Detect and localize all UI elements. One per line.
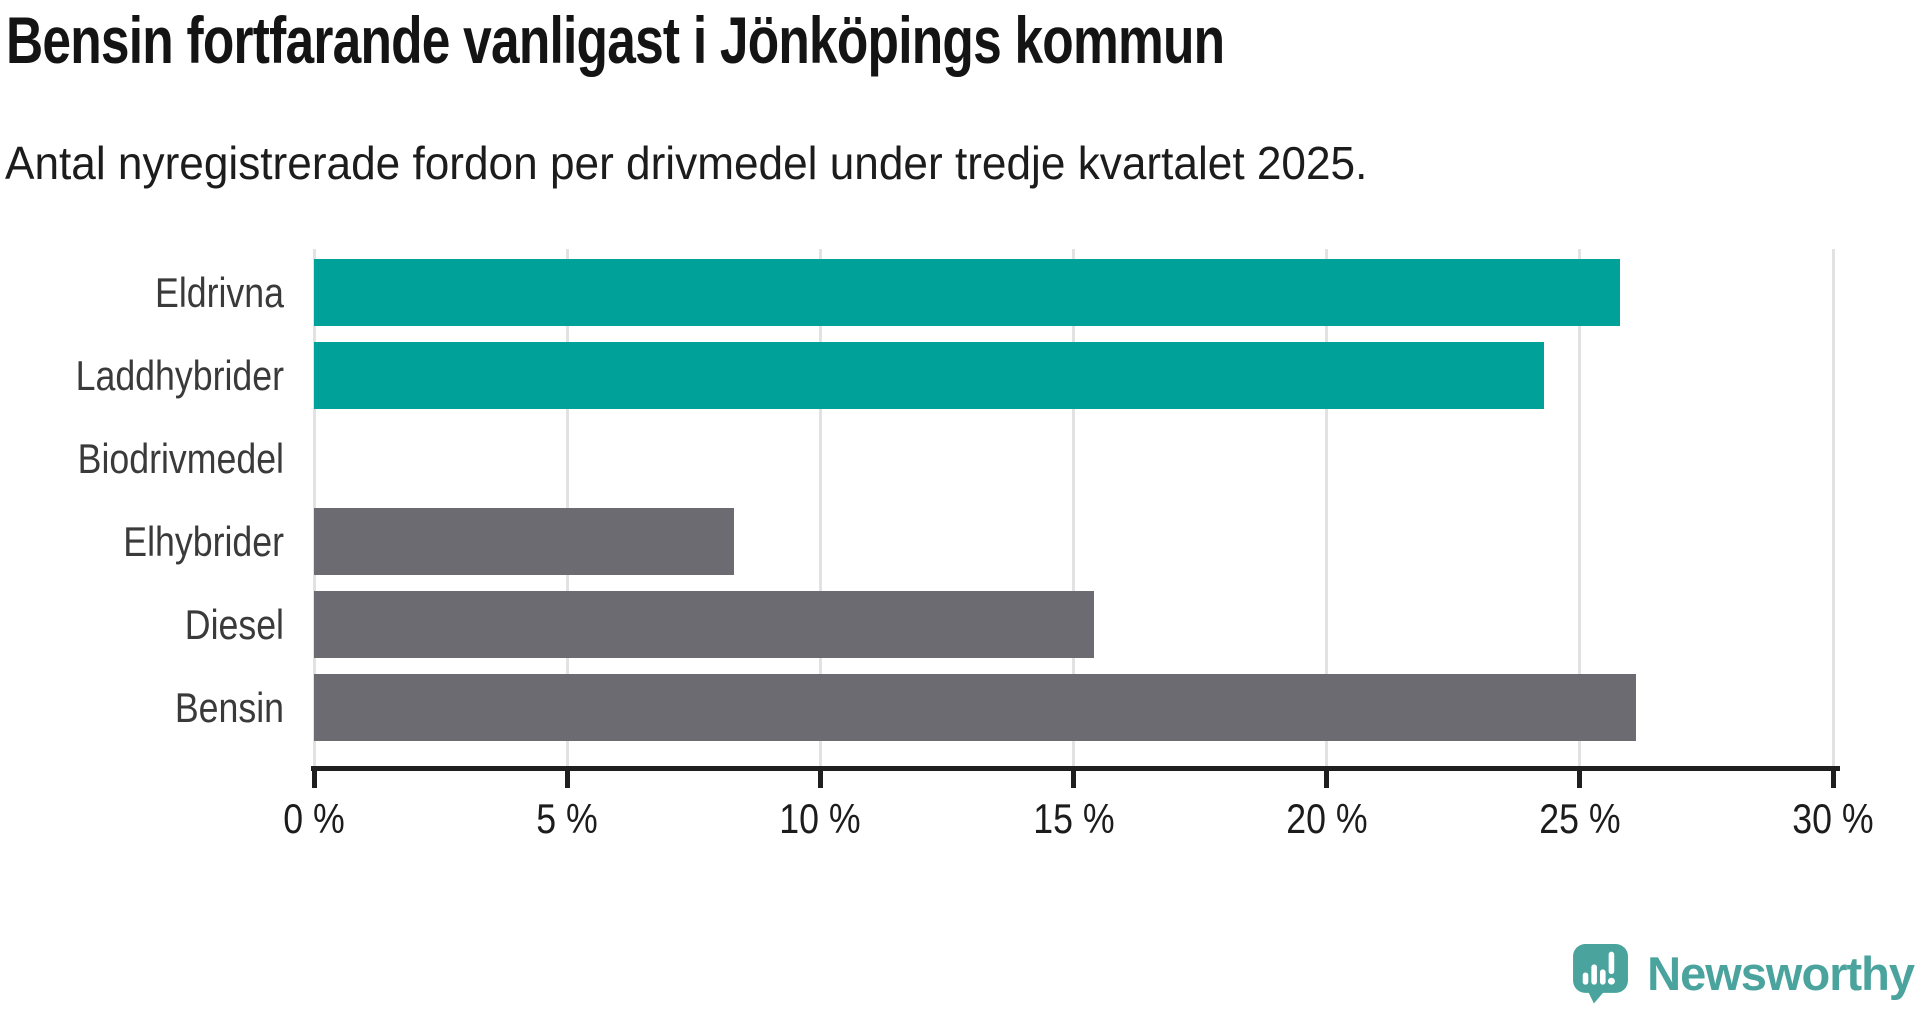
x-axis-tick bbox=[1577, 771, 1583, 788]
x-axis-tick bbox=[564, 771, 570, 788]
gridline bbox=[1831, 249, 1835, 766]
x-axis-tick-label: 10 % bbox=[779, 795, 862, 842]
x-axis-tick bbox=[1071, 771, 1076, 788]
newsworthy-logo-icon bbox=[1573, 944, 1629, 1004]
category-label: Elhybrider bbox=[123, 518, 285, 565]
bar bbox=[314, 591, 1094, 658]
newsworthy-logo: Newsworthy bbox=[1572, 943, 1915, 1004]
x-axis-tick bbox=[1830, 771, 1836, 788]
x-axis-line bbox=[311, 766, 1840, 771]
category-label: Biodrivmedel bbox=[77, 435, 284, 482]
gridline bbox=[565, 249, 569, 766]
x-axis-tick-label: 15 % bbox=[1032, 795, 1115, 842]
gridline bbox=[1325, 249, 1329, 766]
category-label: Eldrivna bbox=[155, 269, 284, 316]
category-label: Laddhybrider bbox=[75, 352, 284, 399]
gridline bbox=[818, 249, 822, 766]
x-axis-tick-label: 20 % bbox=[1285, 795, 1368, 842]
x-axis-tick bbox=[311, 771, 317, 788]
category-label: Diesel bbox=[184, 601, 284, 648]
gridline bbox=[1072, 249, 1075, 766]
x-axis-tick bbox=[1324, 771, 1330, 788]
bar bbox=[314, 342, 1545, 409]
bar bbox=[314, 259, 1621, 326]
x-axis-tick-label: 0 % bbox=[283, 795, 345, 842]
bar bbox=[314, 674, 1636, 741]
x-axis-tick-label: 30 % bbox=[1792, 795, 1874, 842]
chart-title: Bensin fortfarande vanligast i Jönköping… bbox=[6, 3, 1225, 77]
category-label: Bensin bbox=[174, 684, 284, 731]
x-axis-tick-label: 25 % bbox=[1539, 795, 1621, 842]
newsworthy-logo-text: Newsworthy bbox=[1647, 947, 1915, 1000]
chart-subtitle: Antal nyregistrerade fordon per drivmede… bbox=[5, 137, 1368, 189]
bar bbox=[314, 508, 735, 575]
gridline bbox=[1578, 249, 1582, 766]
gridline bbox=[312, 249, 316, 766]
x-axis-tick bbox=[817, 771, 823, 788]
x-axis-tick-label: 5 % bbox=[536, 795, 598, 842]
